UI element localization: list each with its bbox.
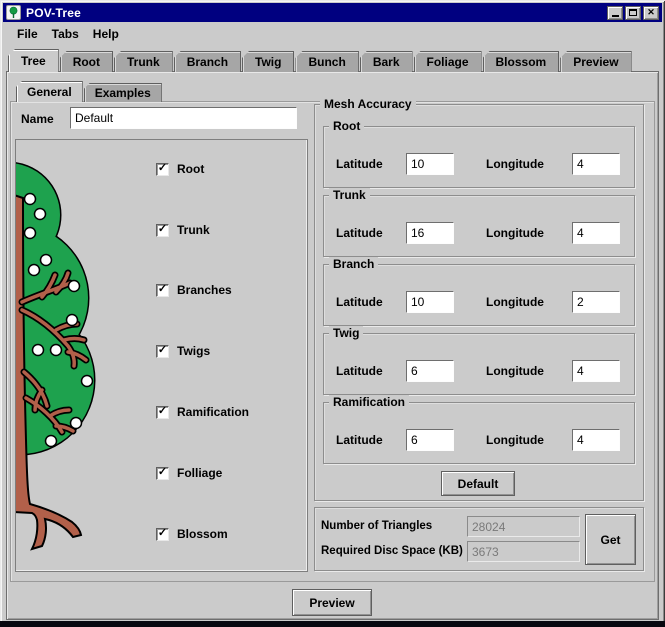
longitude-label: Longitude <box>486 364 544 378</box>
name-label: Name <box>21 112 54 126</box>
checkbox-blossom[interactable]: ✓ <box>156 527 169 541</box>
check-icon: ✓ <box>157 405 168 417</box>
trunk-latitude-input[interactable] <box>406 222 454 244</box>
twig-latitude-input[interactable] <box>406 360 454 382</box>
longitude-label: Longitude <box>486 433 544 447</box>
accuracy-group-ramification: Ramification Latitude Longitude <box>323 395 635 464</box>
triangles-value <box>467 516 580 537</box>
tree-illustration <box>16 162 96 551</box>
longitude-label: Longitude <box>486 226 544 240</box>
branch-latitude-input[interactable] <box>406 291 454 313</box>
title-bar[interactable]: POV-Tree ✕ <box>3 3 662 22</box>
root-longitude-input[interactable] <box>572 153 620 175</box>
menu-bar: File Tabs Help <box>3 22 662 45</box>
component-row: ✓ Branches <box>156 283 232 297</box>
tab-bunch[interactable]: Bunch <box>295 51 359 72</box>
checkbox-twigs[interactable]: ✓ <box>156 344 169 358</box>
subtab-general[interactable]: General <box>16 81 83 102</box>
main-tab-strip: Tree Root Trunk Branch Twig Bunch Bark F… <box>8 49 633 72</box>
checkbox-root-label: Root <box>177 162 205 176</box>
group-title: Root <box>329 119 365 133</box>
checkbox-twigs-label: Twigs <box>177 344 211 358</box>
name-input[interactable] <box>70 107 297 129</box>
ramification-latitude-input[interactable] <box>406 429 454 451</box>
branch-longitude-input[interactable] <box>572 291 620 313</box>
latitude-label: Latitude <box>336 295 383 309</box>
tab-twig[interactable]: Twig <box>242 51 295 72</box>
accuracy-group-branch: Branch Latitude Longitude <box>323 257 635 326</box>
check-icon: ✓ <box>157 223 168 235</box>
latitude-label: Latitude <box>336 364 383 378</box>
tab-root[interactable]: Root <box>59 51 114 72</box>
twig-longitude-input[interactable] <box>572 360 620 382</box>
checkbox-ramification-label: Ramification <box>177 405 250 419</box>
group-title: Branch <box>329 257 379 271</box>
tab-branch[interactable]: Branch <box>173 51 242 72</box>
preview-button[interactable]: Preview <box>292 589 372 616</box>
group-title: Trunk <box>329 188 370 202</box>
disc-space-value <box>467 541 580 562</box>
accuracy-group-root: Root Latitude Longitude <box>323 119 635 188</box>
maximize-button[interactable] <box>625 5 641 20</box>
tab-foliage[interactable]: Foliage <box>413 51 482 72</box>
mesh-accuracy-title: Mesh Accuracy <box>320 97 416 111</box>
check-icon: ✓ <box>157 344 168 356</box>
check-icon: ✓ <box>157 162 168 174</box>
minimize-button[interactable] <box>607 5 623 20</box>
tab-trunk[interactable]: Trunk <box>114 51 173 72</box>
mesh-accuracy-group: Mesh Accuracy Root Latitude Longitude Tr… <box>314 97 644 501</box>
latitude-label: Latitude <box>336 433 383 447</box>
component-row: ✓ Folliage <box>156 466 222 480</box>
root-latitude-input[interactable] <box>406 153 454 175</box>
latitude-label: Latitude <box>336 226 383 240</box>
disc-space-label: Required Disc Space (KB) <box>321 545 463 557</box>
stats-panel: Number of Triangles Required Disc Space … <box>314 507 644 571</box>
triangles-label: Number of Triangles <box>321 520 433 532</box>
accuracy-group-trunk: Trunk Latitude Longitude <box>323 188 635 257</box>
default-button[interactable]: Default <box>441 471 515 496</box>
menu-help[interactable]: Help <box>92 26 119 41</box>
checkbox-root[interactable]: ✓ <box>156 162 169 176</box>
tab-bark[interactable]: Bark <box>359 51 413 72</box>
tree-preview-panel: ✓ Root ✓ Trunk ✓ Branches ✓ Twigs ✓ Rami… <box>15 139 308 572</box>
tab-preview[interactable]: Preview <box>560 51 632 72</box>
check-icon: ✓ <box>157 527 168 539</box>
checkbox-folliage[interactable]: ✓ <box>156 466 169 480</box>
checkbox-ramification[interactable]: ✓ <box>156 405 169 419</box>
checkbox-trunk[interactable]: ✓ <box>156 223 169 237</box>
checkbox-branches[interactable]: ✓ <box>156 283 169 297</box>
subtab-examples[interactable]: Examples <box>83 83 162 102</box>
longitude-label: Longitude <box>486 157 544 171</box>
group-title: Twig <box>329 326 364 340</box>
latitude-label: Latitude <box>336 157 383 171</box>
check-icon: ✓ <box>157 283 168 295</box>
longitude-label: Longitude <box>486 295 544 309</box>
component-row: ✓ Root <box>156 162 204 176</box>
app-tree-icon <box>6 5 21 20</box>
ramification-longitude-input[interactable] <box>572 429 620 451</box>
checkbox-folliage-label: Folliage <box>177 466 223 480</box>
menu-file[interactable]: File <box>17 26 38 41</box>
tab-blossom[interactable]: Blossom <box>482 51 560 72</box>
trunk-longitude-input[interactable] <box>572 222 620 244</box>
check-icon: ✓ <box>157 466 168 478</box>
component-row: ✓ Twigs <box>156 344 210 358</box>
general-tab-content <box>10 101 655 582</box>
menu-tabs[interactable]: Tabs <box>51 26 79 41</box>
component-row: ✓ Trunk <box>156 223 210 237</box>
checkbox-blossom-label: Blossom <box>177 527 228 541</box>
component-row: ✓ Blossom <box>156 527 228 541</box>
window-title: POV-Tree <box>26 5 81 20</box>
tab-tree[interactable]: Tree <box>8 49 59 72</box>
group-title: Ramification <box>329 395 410 409</box>
window-bottom-edge <box>0 621 665 627</box>
get-button[interactable]: Get <box>585 514 636 565</box>
sub-tab-strip: General Examples <box>16 81 163 102</box>
accuracy-group-twig: Twig Latitude Longitude <box>323 326 635 395</box>
checkbox-trunk-label: Trunk <box>177 223 210 237</box>
component-row: ✓ Ramification <box>156 405 249 419</box>
close-button[interactable]: ✕ <box>643 5 659 20</box>
checkbox-branches-label: Branches <box>177 283 232 297</box>
